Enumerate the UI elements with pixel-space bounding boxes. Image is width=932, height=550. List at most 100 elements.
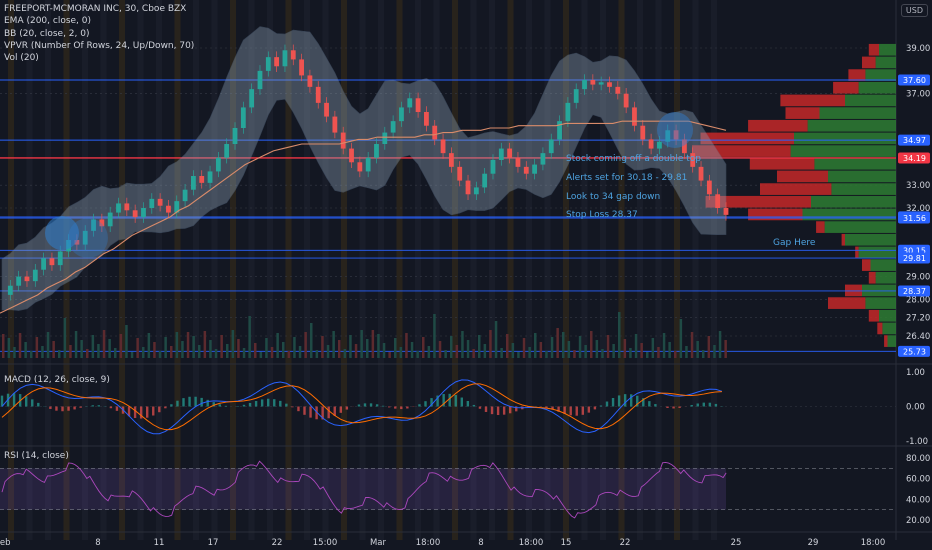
volume-bar [556, 328, 559, 358]
volume-bar [657, 347, 660, 358]
macd-hist-bar [182, 398, 185, 407]
macd-hist-bar [170, 404, 173, 407]
bb-legend[interactable]: BB (20, close, 2, 0) [4, 28, 90, 39]
candle-body [257, 70, 263, 90]
volume-bar [24, 342, 27, 358]
volume-bar [461, 331, 464, 358]
volume-bar [142, 347, 145, 358]
candle-body [698, 166, 704, 181]
chart-annotation: Look to 34 gap down [566, 192, 660, 202]
time-tick-label: 17 [208, 538, 219, 548]
macd-hist-bar [454, 395, 457, 407]
volume-bar [668, 342, 671, 358]
volume-bar [590, 331, 593, 358]
volume-bar [494, 321, 498, 358]
session-stripe [341, 0, 347, 540]
macd-hist-bar [569, 406, 572, 416]
volume-bar [466, 340, 470, 358]
rsi-band-fill [0, 468, 726, 510]
volume-bar [175, 332, 179, 358]
rsi-title[interactable]: RSI (14, close) [4, 451, 69, 461]
vp-row-up [858, 81, 896, 94]
session-stripe [285, 0, 292, 540]
volume-bar [147, 333, 151, 358]
volume-bar [562, 332, 565, 358]
price-tick-label: 39.00 [906, 44, 930, 54]
volume-bar [702, 350, 705, 358]
macd-hist-bar [502, 406, 506, 415]
candle-body [116, 203, 121, 213]
macd-hist-bar [605, 401, 609, 407]
candle-body [41, 258, 47, 270]
candle-body [290, 50, 296, 60]
volume-bar [382, 343, 386, 358]
currency-badge[interactable]: USD [900, 4, 928, 17]
volume-profile [692, 43, 896, 347]
volume-bar [13, 347, 16, 358]
macd-hist-bar [218, 404, 221, 407]
macd-hist-bar [0, 395, 4, 407]
volume-bar [248, 316, 251, 358]
candle-body [99, 219, 105, 227]
session-stripe [359, 0, 366, 540]
volume-bar [427, 346, 431, 358]
vp-row-down [848, 69, 866, 81]
macd-hist-bar [460, 397, 463, 407]
vp-row-down [862, 56, 876, 69]
macd-hist-bar [291, 406, 294, 408]
session-stripe [156, 0, 162, 540]
volume-bar [517, 352, 520, 358]
vp-row-up [870, 259, 896, 271]
candle-body [91, 219, 96, 231]
macd-hist-bar [127, 406, 131, 417]
candle-body [407, 98, 413, 108]
volume-bar [360, 330, 363, 358]
volume-bar [321, 336, 324, 358]
volume-bar [584, 345, 587, 358]
chart-annotation: Stock coming off a double top [566, 154, 701, 164]
volume-bar [528, 347, 531, 358]
session-stripe [600, 0, 606, 540]
macd-hist-bar [442, 394, 445, 407]
volume-bar [181, 341, 184, 358]
macd-hist-bar [696, 403, 699, 407]
vpvr-legend[interactable]: VPVR (Number Of Rows, 24, Up/Down, 70) [4, 40, 195, 51]
level-tag-label: 30.15 [903, 246, 926, 255]
macd-hist-bar [242, 404, 246, 407]
macd-hist-bar [654, 404, 657, 407]
macd-hist-bar [206, 399, 209, 407]
vp-row-up [828, 170, 896, 183]
macd-hist-bar [91, 405, 94, 407]
volume-bar [410, 342, 414, 358]
candle-body [640, 125, 646, 140]
candle-body [240, 107, 246, 128]
volume-bar [713, 345, 716, 358]
candle-body [332, 116, 338, 133]
volume-bar [332, 331, 335, 358]
price-tick-label: 37.00 [906, 90, 930, 100]
vp-row-up [807, 119, 896, 132]
volume-bar [606, 335, 610, 358]
vp-row-down [868, 309, 879, 322]
level-tag-label: 34.19 [903, 154, 926, 163]
volume-bar [394, 338, 397, 358]
symbol-title[interactable]: FREEPORT-MCMORAN INC, 30, Cboe BZX [4, 4, 187, 14]
session-stripe [692, 0, 699, 540]
candle-body [307, 75, 313, 87]
candle-body [515, 157, 521, 167]
macd-title[interactable]: MACD (12, 26, close, 9) [4, 375, 110, 385]
volume-bar [254, 343, 257, 358]
candle-body [390, 121, 396, 133]
candle-body [199, 176, 205, 183]
volume-bar [618, 312, 621, 358]
volume-bar [388, 352, 391, 358]
macd-hist-bar [593, 406, 597, 410]
candle-body [315, 86, 321, 103]
volume-bar [343, 349, 347, 358]
vp-row-down [749, 157, 815, 170]
volume-bar [18, 333, 22, 358]
vol-legend[interactable]: Vol (20) [4, 53, 39, 64]
candle-body [432, 125, 438, 140]
ema-legend[interactable]: EMA (200, close, 0) [4, 16, 92, 27]
